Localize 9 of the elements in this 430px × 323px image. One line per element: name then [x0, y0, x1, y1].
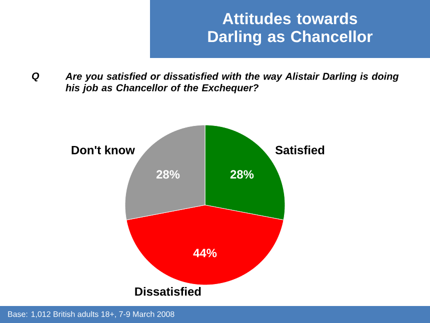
- chart-title: Attitudes towards Darling as Chancellor: [208, 12, 373, 46]
- chart-subtitle: Are you satisfied or dissatisfied with the way Alistair Darling is doing his job as Chancellor of the Exchequer?: [65, 72, 399, 94]
- slice-label: Satisfied: [275, 146, 324, 154]
- slice-label: Don't know: [72, 146, 135, 154]
- text: Q: [32, 72, 40, 82]
- data-label: 44%: [193, 248, 217, 258]
- data-label: 28%: [156, 170, 180, 179]
- data-label: 28%: [230, 170, 254, 179]
- slice-label: Dissatisfied: [135, 287, 201, 296]
